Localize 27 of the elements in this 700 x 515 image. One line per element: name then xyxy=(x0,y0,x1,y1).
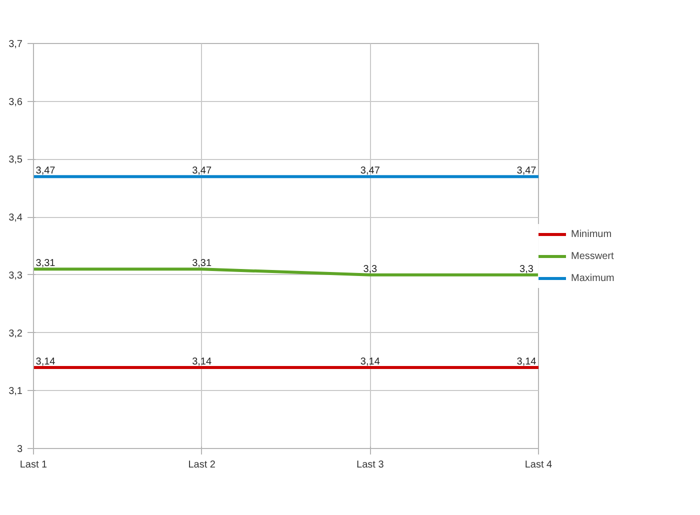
data-label: 3,47 xyxy=(516,166,537,177)
data-label: 3,14 xyxy=(360,356,380,368)
data-label: 3,14 xyxy=(36,356,56,368)
data-label: 3,47 xyxy=(36,166,56,177)
y-tick-label: 3,4 xyxy=(8,212,23,224)
data-label: 3,14 xyxy=(516,356,537,368)
x-tick-label: Last 1 xyxy=(20,460,48,470)
data-label: 3,31 xyxy=(192,258,212,270)
legend-label: Minimum xyxy=(571,228,612,240)
data-label: 3,14 xyxy=(192,356,212,368)
y-tick-label: 3,2 xyxy=(8,328,23,340)
data-label: 3,47 xyxy=(360,166,380,177)
y-tick-label: 3,5 xyxy=(8,154,23,166)
data-label: 3,31 xyxy=(36,258,56,270)
legend-label: Messwert xyxy=(571,250,614,262)
y-tick-label: 3,1 xyxy=(8,386,23,398)
y-tick-label: 3 xyxy=(16,444,23,455)
data-label: 3,3 xyxy=(520,264,534,275)
data-label: 3,3 xyxy=(363,264,378,275)
legend-label: Maximum xyxy=(571,272,614,284)
y-tick-label: 3,6 xyxy=(8,96,23,108)
x-tick-label: Last 3 xyxy=(356,460,384,470)
x-tick-label: Last 4 xyxy=(524,460,553,470)
y-tick-label: 3,7 xyxy=(8,39,23,50)
data-label: 3,47 xyxy=(192,166,212,177)
x-tick-label: Last 2 xyxy=(188,460,216,470)
y-tick-label: 3,3 xyxy=(8,270,23,282)
